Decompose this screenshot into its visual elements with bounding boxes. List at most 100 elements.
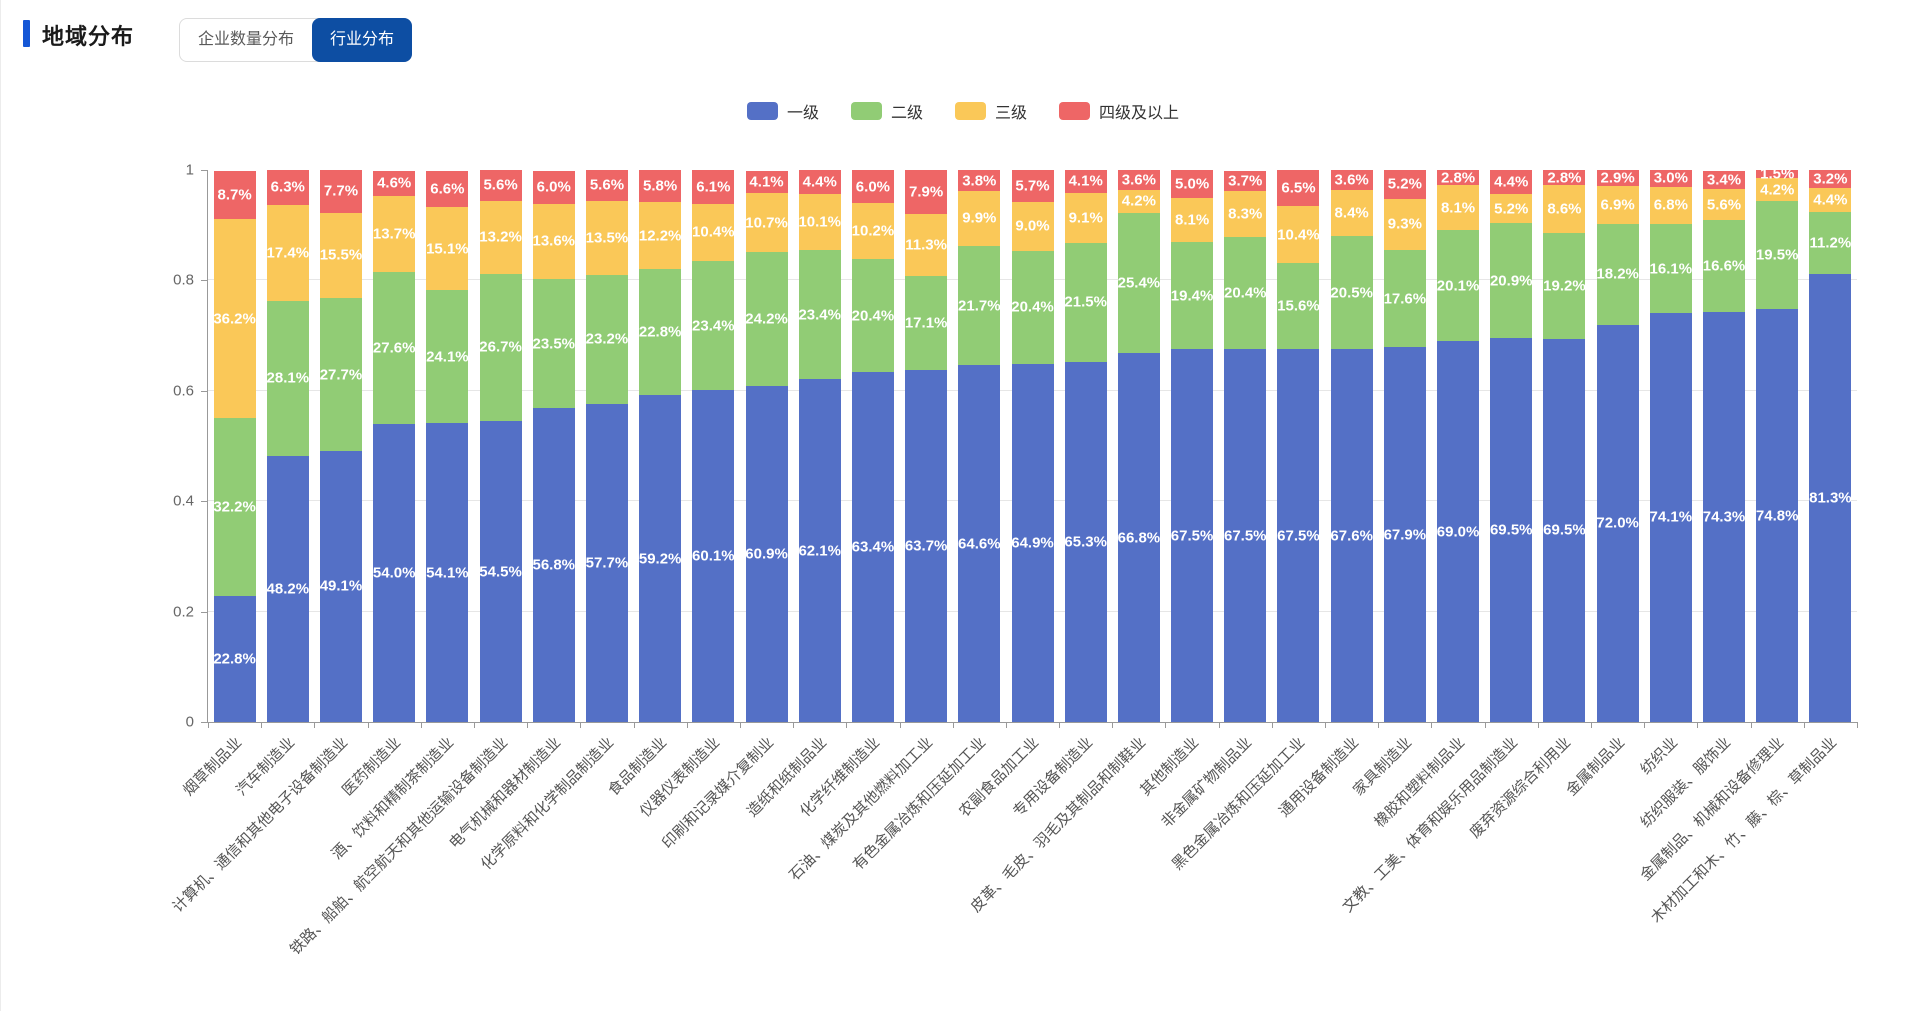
bar-column: 67.6% 20.5% 8.4% 3.6% [1330,170,1373,722]
bar-value-label: 23.4% [692,317,735,335]
bar-segment-四级及以上: 4.4% [798,170,841,195]
bar-segment-四级及以上: 8.7% [213,170,256,219]
bar-segment-二级: 24.2% [745,252,788,386]
bar-value-label: 6.8% [1653,196,1688,214]
bar-value-label: 4.4% [1813,191,1848,209]
bar-value-label: 6.5% [1281,179,1316,197]
bar-segment-二级: 15.6% [1277,263,1320,350]
bar-value-label: 20.9% [1489,272,1533,290]
legend-item-2[interactable]: 三级 [955,99,1027,123]
bar-segment-三级: 6.8% [1649,186,1692,225]
bar-segment-二级: 11.2% [1809,211,1852,274]
x-axis-tick [1431,722,1433,728]
bar-column: 49.1% 27.7% 15.5% 7.7% [320,170,362,722]
distribution-tab-group: 企业数量分布 行业分布 [179,18,413,62]
bar-segment-三级: 36.2% [213,218,256,419]
bar-value-label: 54.0% [372,564,416,582]
bar-value-label: 48.2% [266,580,310,598]
bar-value-label: 19.4% [1170,287,1214,305]
bar-segment-二级: 23.4% [692,261,735,391]
bar-value-label: 19.2% [1543,277,1586,295]
bar-segment-三级: 9.1% [1064,192,1107,243]
bar-segment-三级: 15.5% [320,212,362,299]
x-axis-tick [1218,722,1220,728]
bar-segment-一级: 56.8% [532,408,576,722]
bar-value-label: 22.8% [213,650,256,668]
chart-legend: 一级 二级 三级 四级及以上 [1,99,1925,123]
y-axis-label: 1 [185,161,194,179]
bar-value-label: 23.5% [532,335,576,353]
bar-segment-二级: 17.6% [1384,250,1426,348]
x-axis-tick [899,722,901,728]
y-axis-label: 0.2 [173,603,194,621]
bar-value-label: 10.2% [851,222,895,240]
bar-segment-一级: 64.6% [958,365,1001,722]
bar-segment-二级: 20.4% [1011,251,1054,364]
bar-value-label: 56.8% [532,556,576,574]
bar-segment-一级: 63.4% [852,372,894,722]
legend-label: 三级 [995,105,1028,122]
bar-value-label: 17.1% [904,314,948,332]
bar-value-label: 12.2% [638,227,682,245]
bar-value-label: 54.5% [479,563,522,581]
x-axis-tick [686,722,688,728]
bar-segment-二级: 21.7% [958,245,1001,366]
y-axis-tick [201,501,207,503]
bar-segment-四级及以上: 5.6% [479,170,522,201]
bar-segment-四级及以上: 3.0% [1649,170,1692,187]
bar-segment-三级: 17.4% [267,204,309,301]
legend-item-1[interactable]: 二级 [850,99,923,123]
x-axis-tick [1325,722,1327,728]
bar-value-label: 3.2% [1813,170,1848,188]
bar-value-label: 6.0% [536,178,571,196]
bar-column: 74.3% 16.6% 5.6% 3.4% [1703,170,1745,722]
bar-value-label: 11.3% [905,236,947,254]
tab-industry-distribution[interactable]: 行业分布 [312,18,413,62]
bar-segment-四级及以上: 5.2% [1383,170,1426,199]
bar-value-label: 65.3% [1064,533,1107,551]
bar-segment-二级: 28.1% [266,300,310,456]
bar-value-label: 11.2% [1809,234,1852,252]
bar-value-label: 6.3% [270,178,305,196]
bar-value-label: 10.4% [1277,226,1320,244]
bar-segment-三级: 10.1% [798,194,841,251]
y-axis-line [207,170,208,723]
bar-value-label: 2.8% [1547,170,1582,187]
bar-value-label: 5.6% [1706,196,1742,214]
bar-value-label: 23.4% [798,306,841,324]
bar-segment-三级: 10.4% [692,203,735,262]
bar-column: 74.1% 16.1% 6.8% 3.0% [1650,170,1692,722]
legend-item-0[interactable]: 一级 [746,99,819,123]
y-axis-tick [201,722,207,723]
bar-segment-三级: 8.1% [1171,197,1214,243]
bar-segment-二级: 24.1% [426,290,469,424]
bar-segment-四级及以上: 5.6% [585,170,628,201]
bar-segment-一级: 63.7% [905,370,947,722]
bar-column: 56.8% 23.5% 13.6% 6.0% [532,170,576,722]
bar-segment-二级: 20.4% [1224,236,1267,350]
bar-segment-三级: 9.0% [1011,201,1054,252]
x-axis-tick [952,722,954,728]
bar-value-label: 9.3% [1387,215,1422,233]
bar-value-label: 69.0% [1436,523,1480,541]
bar-value-label: 4.4% [1494,173,1529,191]
bar-value-label: 49.1% [319,577,363,595]
bar-segment-三级: 6.9% [1596,186,1639,225]
bar-value-label: 28.1% [266,369,310,387]
bar-segment-四级及以上: 5.0% [1171,170,1214,198]
bar-segment-一级: 67.5% [1277,349,1320,722]
bar-column: 54.5% 26.7% 13.2% 5.6% [479,170,522,722]
bar-value-label: 20.1% [1436,277,1480,295]
bar-segment-四级及以上: 3.6% [1330,170,1373,190]
bar-segment-一级: 59.2% [639,395,681,722]
legend-item-3[interactable]: 四级及以上 [1059,99,1179,123]
bar-value-label: 21.5% [1064,293,1107,311]
y-axis-label: 0.4 [173,492,194,510]
bar-value-label: 7.7% [323,182,359,200]
bar-segment-一级: 67.9% [1384,347,1426,722]
bar-column: 67.9% 17.6% 9.3% 5.2% [1384,170,1426,722]
bar-segment-三级: 8.1% [1437,185,1480,231]
bar-segment-二级: 22.8% [639,269,681,396]
bar-segment-四级及以上: 3.8% [958,170,1001,191]
tab-enterprise-count[interactable]: 企业数量分布 [180,19,313,61]
